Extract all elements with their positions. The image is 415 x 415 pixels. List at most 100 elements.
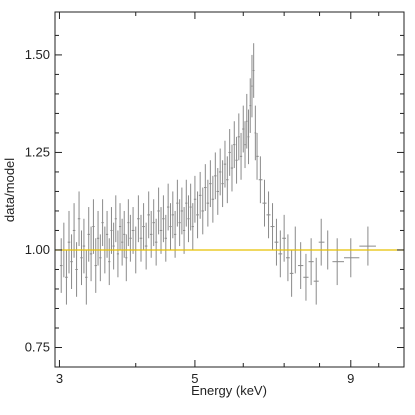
- x-axis-label: Energy (keV): [191, 383, 267, 398]
- plot-frame: [54, 11, 405, 368]
- y-tick-label: 0.75: [25, 339, 50, 354]
- data-point: [228, 129, 231, 176]
- data-point: [206, 179, 210, 227]
- data-point: [242, 105, 245, 153]
- data-point: [278, 230, 283, 278]
- data-point: [251, 54, 253, 118]
- data-point: [70, 234, 73, 289]
- data-point: [209, 160, 212, 208]
- y-axis-label: data/model: [2, 158, 17, 222]
- data-point: [245, 93, 248, 149]
- data-point: [82, 218, 86, 274]
- data-point: [297, 242, 304, 289]
- data-point: [171, 191, 174, 239]
- data-point: [92, 199, 95, 254]
- data-point: [89, 226, 93, 282]
- data-point: [230, 144, 234, 192]
- data-point: [359, 226, 376, 266]
- data-point: [223, 140, 227, 188]
- data-point: [144, 222, 148, 270]
- data-point: [254, 105, 257, 161]
- x-tick-label: 5: [191, 371, 198, 386]
- data-point: [139, 214, 143, 262]
- data-point: [289, 249, 294, 297]
- data-point: [180, 187, 183, 235]
- data-point: [169, 203, 172, 250]
- data-point: [221, 160, 224, 208]
- data-point: [185, 179, 188, 227]
- data-point: [59, 238, 63, 293]
- data-point: [173, 210, 177, 258]
- data-point: [189, 183, 192, 231]
- data-point: [131, 207, 135, 254]
- data-point: [256, 132, 259, 180]
- data-point: [237, 113, 240, 161]
- data-point: [233, 121, 236, 169]
- data-point: [80, 230, 83, 286]
- data-point: [142, 203, 145, 250]
- data-point: [94, 238, 97, 293]
- data-point: [218, 148, 222, 196]
- data-point: [85, 249, 88, 305]
- data-point: [313, 257, 319, 305]
- data-point: [166, 183, 170, 231]
- data-point: [193, 175, 197, 223]
- data-point: [266, 191, 271, 239]
- data-point: [162, 195, 165, 243]
- data-point: [258, 156, 263, 204]
- data-point: [99, 234, 102, 282]
- data-point: [147, 191, 150, 239]
- data-point: [72, 203, 76, 258]
- data-point: [149, 210, 153, 258]
- data-point: [123, 210, 126, 258]
- data-point: [286, 234, 290, 282]
- data-point: [332, 238, 344, 286]
- data-point: [226, 156, 229, 204]
- data-point: [77, 191, 81, 247]
- data-point: [211, 175, 215, 223]
- data-point: [249, 78, 252, 133]
- data-point: [196, 191, 199, 239]
- data-point: [157, 187, 160, 235]
- data-point: [198, 171, 202, 219]
- data-point: [201, 187, 205, 235]
- data-point: [114, 195, 117, 243]
- data-point: [274, 218, 279, 266]
- data-point: [239, 132, 243, 180]
- data-points: [59, 43, 376, 305]
- data-point: [343, 238, 360, 278]
- data-point: [247, 109, 250, 165]
- data-point: [318, 218, 325, 266]
- data-point: [154, 218, 158, 266]
- data-point: [303, 253, 309, 301]
- data-point: [116, 230, 119, 278]
- data-point: [204, 164, 207, 211]
- data-point: [216, 168, 219, 215]
- data-point: [75, 242, 78, 297]
- data-point: [176, 179, 179, 227]
- data-point: [137, 195, 140, 243]
- data-point: [129, 214, 132, 262]
- data-point: [108, 238, 111, 286]
- data-point: [118, 203, 122, 250]
- data-point: [164, 214, 167, 262]
- data-point: [182, 207, 186, 254]
- y-tick-label: 1.25: [25, 144, 50, 159]
- axis-ticks: 3 5 9 0.75 1.00 1.25 1.50: [25, 12, 405, 386]
- data-point: [67, 210, 71, 274]
- data-point: [110, 207, 113, 254]
- data-point: [96, 210, 100, 266]
- data-point: [252, 43, 255, 98]
- x-tick-label: 3: [56, 371, 63, 386]
- data-point: [244, 121, 246, 169]
- data-point: [187, 195, 190, 243]
- data-point: [282, 214, 287, 262]
- data-point: [214, 152, 217, 200]
- data-point: [105, 210, 109, 258]
- data-point: [191, 203, 194, 250]
- data-point: [152, 199, 155, 247]
- data-point: [159, 207, 163, 254]
- data-point: [101, 199, 104, 247]
- y-tick-label: 1.50: [25, 47, 50, 62]
